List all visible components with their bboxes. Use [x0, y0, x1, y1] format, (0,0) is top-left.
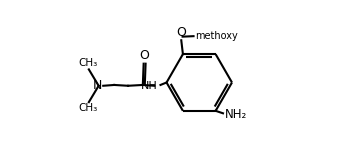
Text: NH: NH	[141, 81, 158, 91]
Text: O: O	[140, 49, 149, 62]
Text: CH₃: CH₃	[79, 58, 98, 68]
Text: methoxy: methoxy	[195, 31, 237, 41]
Text: NH₂: NH₂	[225, 108, 247, 121]
Text: O: O	[176, 26, 186, 39]
Text: CH₃: CH₃	[79, 103, 98, 114]
Text: N: N	[93, 79, 102, 92]
